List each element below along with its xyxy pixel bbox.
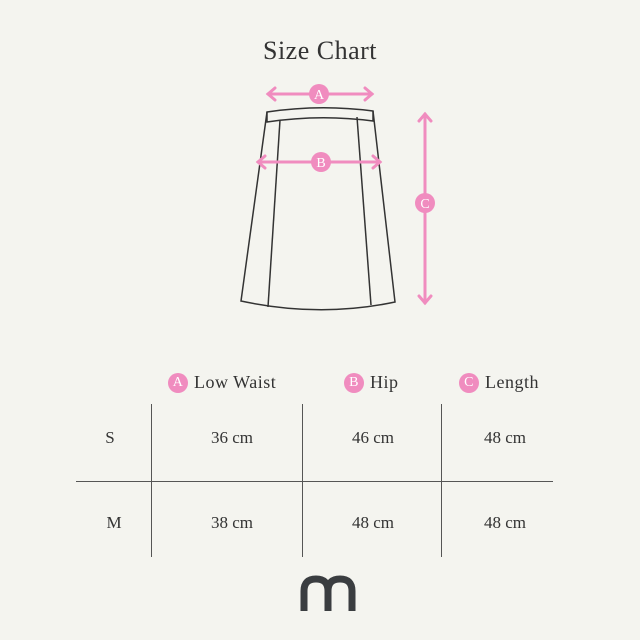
marker-c-label: C (420, 197, 429, 212)
hip-value: 46 cm (351, 428, 395, 447)
badge-a: A (168, 372, 188, 393)
low-waist-value: 38 cm (210, 513, 254, 532)
marker-b (311, 152, 331, 172)
column-label: Hip (370, 372, 399, 392)
length-value: 48 cm (483, 428, 527, 447)
length-value: 48 cm (483, 513, 527, 532)
waistband (266, 106, 374, 123)
right-seam (356, 116, 372, 306)
size-label: S (105, 428, 115, 447)
hip-value: 48 cm (351, 513, 395, 532)
page-title: Size Chart (262, 36, 378, 65)
column-label: Low Waist (194, 372, 277, 392)
brand-logo (300, 575, 356, 611)
marker-a (309, 84, 329, 104)
row-divider (76, 481, 553, 482)
marker-a-label: A (314, 88, 325, 103)
column-header-hip: B Hip (344, 372, 399, 393)
column-header-low-waist: A Low Waist (168, 372, 276, 393)
skirt-diagram: A B C (240, 84, 435, 311)
skirt-body (240, 110, 396, 311)
badge-c: C (459, 372, 479, 393)
divider (441, 404, 442, 557)
marker-b-label: B (316, 156, 325, 171)
badge-b: B (344, 372, 364, 393)
skirt-outline (240, 106, 396, 311)
divider (302, 404, 303, 557)
divider (151, 404, 152, 557)
size-label: M (106, 513, 122, 532)
marker-c (415, 193, 435, 213)
column-header-length: C Length (459, 372, 539, 393)
column-label: Length (485, 372, 539, 392)
low-waist-value: 36 cm (210, 428, 254, 447)
left-seam (267, 119, 281, 308)
